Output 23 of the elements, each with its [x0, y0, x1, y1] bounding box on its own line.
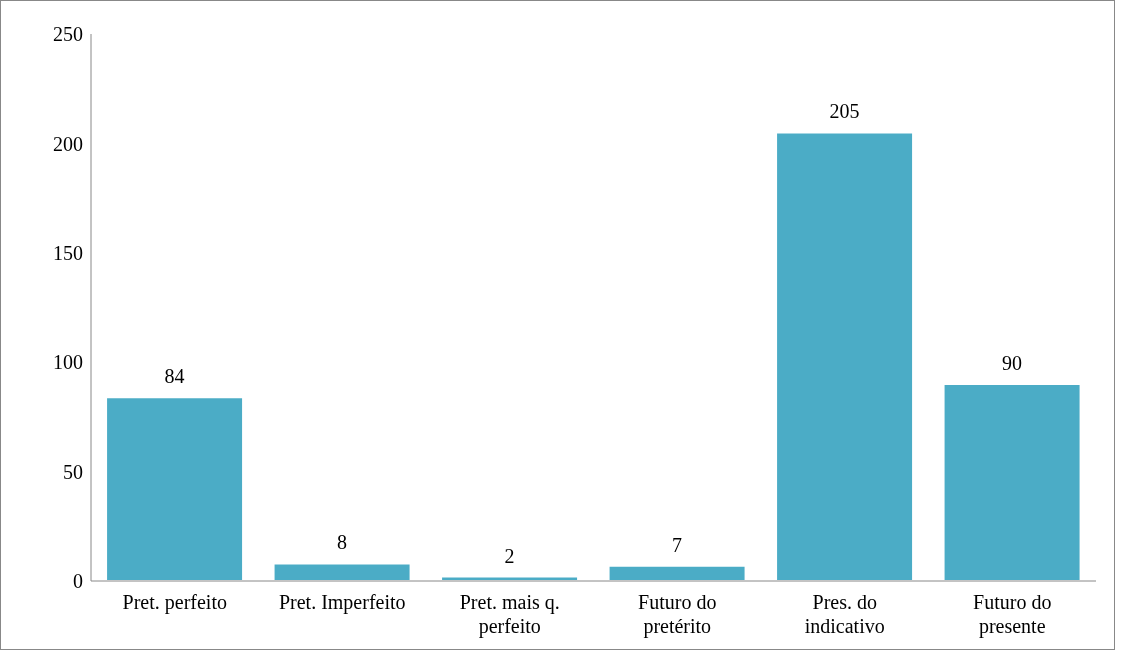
- x-tick-label: Futuro do pretérito: [638, 591, 717, 638]
- bar: [272, 562, 412, 581]
- data-label: 8: [337, 531, 348, 554]
- data-label: 205: [829, 100, 860, 123]
- y-tick-label: 0: [73, 570, 83, 593]
- data-label: 7: [672, 533, 683, 556]
- y-tick-label: 250: [53, 23, 83, 46]
- y-tick-label: 50: [63, 460, 83, 483]
- y-tick-label: 100: [53, 351, 83, 374]
- bar: [105, 396, 245, 581]
- data-label: 84: [164, 365, 185, 388]
- x-tick-label: Pret. Imperfeito: [278, 591, 406, 614]
- data-label: 2: [504, 544, 515, 567]
- y-tick-label: 150: [53, 241, 83, 264]
- data-label: 90: [1002, 352, 1023, 375]
- x-tick-label: Pret. perfeito: [122, 591, 227, 614]
- x-tick-label: Pres. do indicativo: [804, 591, 885, 637]
- x-tick-label: Futuro do presente: [973, 591, 1052, 638]
- bar: [942, 383, 1082, 581]
- bar: [607, 564, 747, 581]
- bar: [775, 131, 915, 581]
- x-tick-label: Pret. mais q. perfeito: [459, 591, 560, 638]
- y-tick-label: 200: [53, 132, 83, 155]
